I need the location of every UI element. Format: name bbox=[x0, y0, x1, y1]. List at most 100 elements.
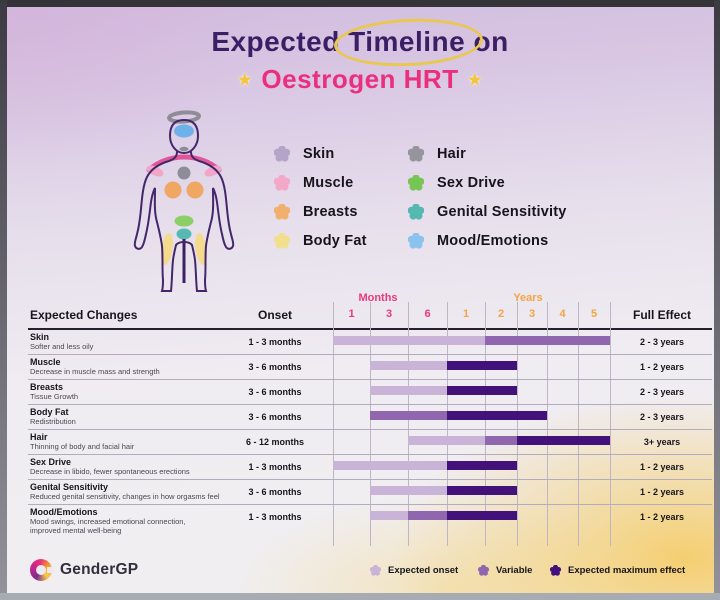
month-tick: 6 bbox=[424, 308, 431, 320]
gridline bbox=[610, 302, 611, 546]
row-title: Genital Sensitivity bbox=[30, 482, 109, 492]
thigh-spot-right bbox=[195, 233, 207, 265]
column-header-full-effect: Full Effect bbox=[632, 308, 691, 322]
row-bar-segment-max bbox=[447, 361, 517, 370]
row-onset: 6 - 12 months bbox=[245, 437, 304, 447]
legend-item: Genital Sensitivity bbox=[408, 202, 567, 222]
breast-spot-left bbox=[164, 181, 182, 199]
row-full-effect: 1 - 2 years bbox=[639, 462, 685, 472]
row-onset: 3 - 6 months bbox=[248, 387, 302, 397]
page-subtitle: ★ Oestrogen HRT ★ bbox=[0, 64, 720, 95]
row-description: Thinning of body and facial hair bbox=[30, 442, 135, 451]
chart-legend-label: Expected maximum effect bbox=[568, 565, 686, 576]
row-bar-segment-onset bbox=[333, 336, 485, 345]
row-description: Redistribution bbox=[30, 417, 76, 426]
photo-frame-bottom bbox=[0, 593, 720, 600]
month-tick: 3 bbox=[385, 308, 393, 320]
thigh-spot-left bbox=[161, 233, 173, 265]
legend-item-label: Body Fat bbox=[303, 233, 367, 249]
pelvis-spot bbox=[176, 228, 192, 240]
row-title: Body Fat bbox=[30, 407, 69, 417]
year-tick: 4 bbox=[559, 308, 566, 320]
flower-icon bbox=[550, 565, 561, 576]
year-tick: 1 bbox=[462, 308, 470, 320]
flower-icon bbox=[274, 146, 290, 162]
row-bar-segment-onset bbox=[333, 461, 447, 470]
legend-item-label: Sex Drive bbox=[437, 175, 505, 191]
row-description: Softer and less oily bbox=[30, 342, 94, 351]
legend-item: Breasts bbox=[274, 202, 367, 222]
row-separator bbox=[28, 404, 712, 405]
title-word-expected: Expected bbox=[211, 26, 340, 57]
row-separator bbox=[28, 479, 712, 480]
row-bar-segment-onset bbox=[370, 511, 408, 520]
column-header-expected-changes: Expected Changes bbox=[30, 308, 138, 322]
row-title: Sex Drive bbox=[30, 457, 72, 467]
row-bar-segment-variable bbox=[408, 511, 447, 520]
month-tick: 1 bbox=[348, 308, 355, 320]
star-icon-left: ★ bbox=[237, 72, 253, 89]
row-bar-segment-max bbox=[447, 486, 517, 495]
row-full-effect: 1 - 2 years bbox=[639, 487, 685, 497]
chart-legend-item: Expected maximum effect bbox=[550, 565, 685, 576]
title-word-timeline-circled: Timeline bbox=[348, 26, 466, 57]
flower-icon bbox=[408, 204, 424, 220]
row-onset: 3 - 6 months bbox=[248, 362, 302, 372]
chart-legend-item: Variable bbox=[478, 565, 532, 576]
legend-item-label: Breasts bbox=[303, 204, 358, 220]
row-title: Mood/Emotions bbox=[30, 507, 98, 517]
belly-spot bbox=[174, 215, 194, 227]
chest-spot bbox=[177, 166, 191, 180]
row-onset: 3 - 6 months bbox=[248, 487, 302, 497]
flower-icon bbox=[408, 175, 424, 191]
row-full-effect: 1 - 2 years bbox=[639, 512, 685, 522]
body-legend-left-column: Skin Muscle Breasts Body Fat bbox=[274, 144, 367, 260]
breast-spot-right bbox=[186, 181, 204, 199]
gendergp-logo-icon bbox=[30, 559, 54, 581]
row-onset: 1 - 3 months bbox=[248, 462, 302, 472]
row-full-effect: 3+ years bbox=[643, 437, 681, 447]
flower-icon bbox=[478, 565, 489, 576]
gridline bbox=[517, 302, 518, 546]
row-separator bbox=[28, 429, 712, 430]
row-separator bbox=[28, 379, 712, 380]
legend-item: Skin bbox=[274, 144, 367, 164]
row-description: Mood swings, increased emotional connect… bbox=[30, 517, 186, 535]
row-onset: 3 - 6 months bbox=[248, 412, 302, 422]
row-bar-segment-variable bbox=[485, 336, 610, 345]
row-bar-segment-variable bbox=[370, 411, 447, 420]
row-bar-segment-max bbox=[447, 386, 517, 395]
year-tick: 5 bbox=[590, 308, 598, 320]
legend-item-label: Skin bbox=[303, 146, 335, 162]
gridline bbox=[333, 302, 334, 546]
row-bar-segment-variable bbox=[485, 436, 517, 445]
legend-item-label: Mood/Emotions bbox=[437, 233, 549, 249]
row-bar-segment-onset bbox=[370, 361, 447, 370]
gridline bbox=[408, 302, 409, 546]
body-outline bbox=[133, 151, 235, 292]
gridline bbox=[370, 302, 371, 546]
row-bar-segment-onset bbox=[370, 486, 447, 495]
row-full-effect: 1 - 2 years bbox=[639, 362, 685, 372]
row-onset: 1 - 3 months bbox=[248, 337, 302, 347]
row-bar-segment-onset bbox=[408, 436, 485, 445]
brain-spot bbox=[174, 124, 194, 138]
column-header-onset: Onset bbox=[257, 308, 292, 322]
row-title: Breasts bbox=[30, 382, 64, 392]
gridline bbox=[578, 302, 579, 546]
body-figure-illustration bbox=[133, 110, 235, 292]
row-title: Skin bbox=[30, 332, 50, 342]
months-axis-label: Months bbox=[358, 292, 398, 304]
flower-icon bbox=[370, 565, 381, 576]
row-full-effect: 2 - 3 years bbox=[639, 387, 685, 397]
legend-item-label: Muscle bbox=[303, 175, 354, 191]
halo-icon bbox=[167, 110, 201, 124]
row-bar-segment-max bbox=[447, 511, 517, 520]
row-description: Reduced genital sensitivity, changes in … bbox=[30, 492, 220, 501]
gridline bbox=[447, 302, 448, 546]
legend-item: Muscle bbox=[274, 173, 367, 193]
row-full-effect: 2 - 3 years bbox=[639, 337, 685, 347]
flower-icon bbox=[274, 204, 290, 220]
gendergp-logo: GenderGP bbox=[30, 559, 138, 581]
